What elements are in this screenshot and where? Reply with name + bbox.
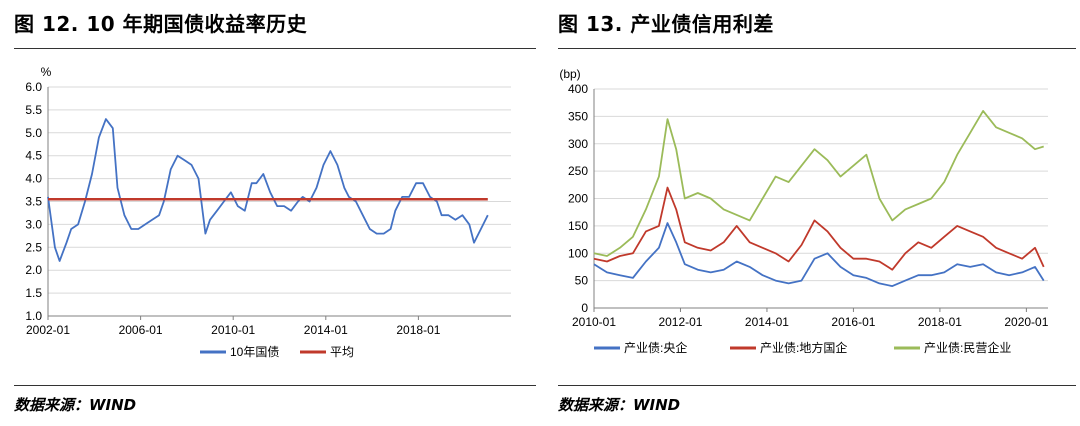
figure-title: 图 13. 产业债信用利差	[558, 12, 774, 36]
source-note: 数据来源：WIND	[14, 396, 137, 414]
x-tick-label: 2014-01	[745, 315, 789, 329]
y-axis-label: %	[41, 65, 52, 79]
y-tick-label: 5.5	[25, 103, 42, 117]
y-tick-label: 2.5	[25, 240, 42, 254]
y-tick-label: 100	[568, 246, 588, 260]
x-tick-label: 2016-01	[831, 315, 875, 329]
y-tick-label: 5.0	[25, 126, 42, 140]
x-tick-label: 2012-01	[658, 315, 702, 329]
y-tick-label: 200	[568, 192, 588, 206]
left-figure-panel: 图 12. 10 年期国债收益率历史 1.0 1.5 2.0 2.5 3.0 3.5 4.0…	[14, 12, 536, 414]
x-tick-label: 2014-01	[304, 323, 348, 337]
y-tick-label: 3.5	[25, 195, 42, 209]
title-divider	[14, 48, 536, 49]
legend-label: 10年国债	[230, 345, 279, 359]
legend-label: 平均	[330, 345, 354, 359]
y-tick-label: 1.0	[25, 309, 42, 323]
legend-label: 产业债:央企	[624, 340, 687, 355]
y-tick-label: 4.0	[25, 172, 42, 186]
legend-label: 产业债:地方国企	[760, 340, 847, 355]
y-tick-label: 3.0	[25, 217, 42, 231]
series-line	[593, 222, 1045, 288]
source-divider	[558, 385, 1076, 386]
series-line	[593, 186, 1045, 271]
credit-spread-chart: 0 50 100 150 200 250 300 350 400(bp) 2010-01 2012-…	[559, 67, 1048, 355]
y-tick-label: 2.0	[25, 263, 42, 277]
legend-label: 产业债:民营企业	[924, 340, 1011, 355]
y-tick-label: 50	[575, 274, 589, 288]
y-tick-label: 250	[568, 164, 588, 178]
right-figure-panel: 图 13. 产业债信用利差 0 50 100 150 200 250 300 350 400 (b…	[540, 0, 1080, 426]
x-tick-label: 2018-01	[396, 323, 440, 337]
figure-title: 图 12. 10 年期国债收益率历史	[14, 12, 308, 36]
x-tick-label: 2002-01	[26, 323, 70, 337]
x-tick-label: 2018-01	[918, 315, 962, 329]
y-axis-label: (bp)	[559, 67, 580, 81]
source-note: 数据来源：WIND	[558, 396, 681, 414]
source-divider	[14, 385, 536, 386]
x-tick-label: 2020-01	[1004, 315, 1048, 329]
x-tick-label: 2010-01	[572, 315, 616, 329]
x-tick-label: 2006-01	[119, 323, 163, 337]
title-divider	[558, 48, 1076, 49]
y-tick-label: 400	[568, 82, 588, 96]
y-tick-label: 300	[568, 137, 588, 151]
y-tick-label: 6.0	[25, 80, 42, 94]
yield-history-chart: 1.0 1.5 2.0 2.5 3.0 3.5 4.0 4.5 5.0 5.5 6.0% 2002-0…	[25, 65, 511, 359]
y-tick-label: 0	[581, 301, 588, 315]
y-tick-label: 350	[568, 109, 588, 123]
y-tick-label: 150	[568, 219, 588, 233]
x-tick-label: 2010-01	[211, 323, 255, 337]
y-tick-label: 1.5	[25, 286, 42, 300]
y-tick-label: 4.5	[25, 149, 42, 163]
series-line	[593, 110, 1044, 257]
series-line	[47, 118, 489, 262]
